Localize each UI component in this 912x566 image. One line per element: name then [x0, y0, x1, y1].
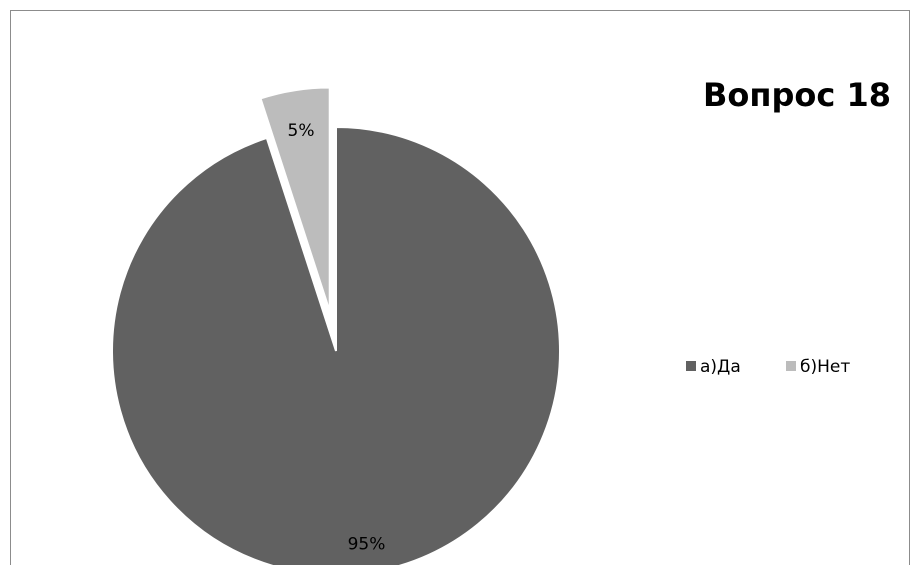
- legend: а)Да б)Нет: [686, 357, 850, 377]
- chart-frame: 95% 5% Вопрос 18 а)Да б)Нет: [10, 10, 910, 565]
- slice-labels: 95% 5%: [288, 121, 386, 554]
- chart-title: Вопрос 18: [703, 76, 891, 114]
- pie-slices: [111, 86, 561, 565]
- legend-label-no: б)Нет: [800, 357, 850, 377]
- slice-yes: [111, 125, 561, 565]
- data-label-no: 5%: [288, 121, 315, 141]
- pie-chart: 95% 5% Вопрос 18 а)Да б)Нет: [111, 76, 891, 565]
- data-label-yes: 95%: [348, 534, 386, 554]
- legend-swatch-yes: [686, 361, 696, 371]
- slice-no: [259, 86, 331, 312]
- legend-swatch-no: [786, 361, 796, 371]
- legend-label-yes: а)Да: [700, 357, 741, 377]
